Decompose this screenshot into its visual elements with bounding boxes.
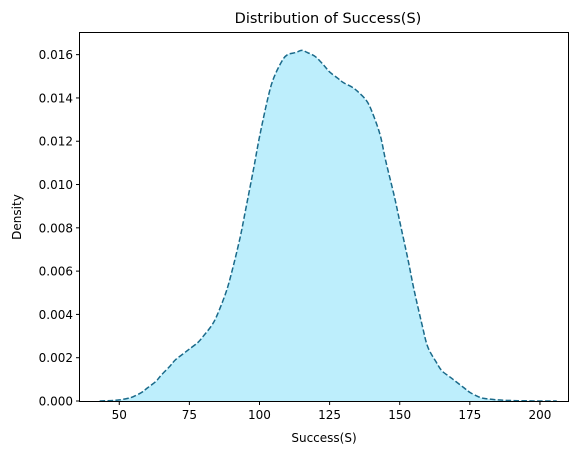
chart-title: Distribution of Success(S)	[235, 11, 422, 27]
y-tick-label: 0.000	[39, 395, 73, 409]
plot-frame	[79, 32, 569, 402]
y-tick-label: 0.002	[39, 351, 73, 365]
x-tick-label: 125	[318, 408, 341, 422]
x-tick-label: 100	[248, 408, 271, 422]
y-axis-label: Density	[10, 194, 24, 240]
x-tick-label: 150	[388, 408, 411, 422]
x-tick-label: 75	[182, 408, 197, 422]
density-curve-0	[99, 49, 557, 402]
x-axis-label: Success(S)	[291, 431, 356, 445]
x-tick-label: 200	[529, 408, 552, 422]
y-tick-label: 0.014	[39, 91, 73, 105]
y-tick-label: 0.016	[39, 48, 73, 62]
density-area-0	[99, 50, 557, 402]
y-tick-label: 0.006	[39, 265, 73, 279]
y-tick-label: 0.012	[39, 135, 73, 149]
y-tick-label: 0.008	[39, 221, 73, 235]
y-tick-label: 0.010	[39, 178, 73, 192]
y-tick-label: 0.004	[39, 308, 73, 322]
x-tick-label: 50	[112, 408, 127, 422]
x-tick-label: 175	[458, 408, 481, 422]
